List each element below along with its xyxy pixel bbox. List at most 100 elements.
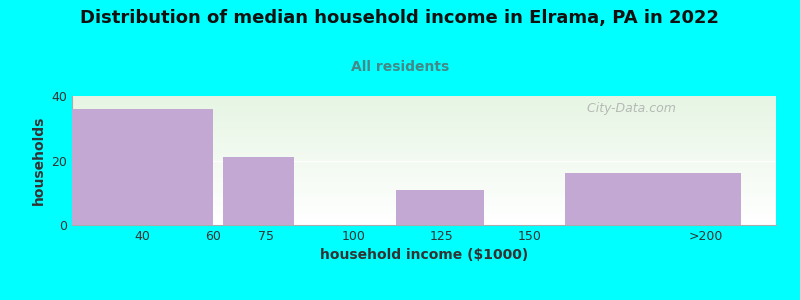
Bar	[72, 185, 776, 186]
Bar	[72, 102, 776, 103]
Bar	[72, 157, 776, 158]
Bar	[72, 213, 776, 214]
Bar	[72, 205, 776, 206]
Bar	[72, 222, 776, 223]
Bar	[72, 219, 776, 220]
Bar	[72, 177, 776, 178]
Bar	[72, 169, 776, 170]
Bar	[72, 103, 776, 104]
Bar	[72, 202, 776, 203]
Bar	[72, 111, 776, 112]
Bar	[223, 157, 294, 225]
Bar	[72, 150, 776, 151]
Text: All residents: All residents	[351, 60, 449, 74]
Bar	[72, 153, 776, 154]
Bar	[72, 187, 776, 188]
Bar	[72, 165, 776, 166]
Bar	[72, 128, 776, 129]
Bar	[72, 108, 776, 109]
Bar	[72, 155, 776, 156]
Bar	[72, 126, 776, 127]
Bar	[72, 117, 776, 118]
Bar	[72, 105, 776, 106]
Bar	[72, 181, 776, 182]
X-axis label: household income ($1000): household income ($1000)	[320, 248, 528, 262]
Bar	[72, 170, 776, 171]
Bar	[72, 197, 776, 198]
Bar	[72, 206, 776, 207]
Bar	[72, 146, 776, 147]
Bar	[72, 106, 776, 107]
Text: City-Data.com: City-Data.com	[579, 102, 676, 116]
Bar	[72, 171, 776, 172]
Bar	[72, 118, 776, 119]
Bar	[72, 163, 776, 164]
Bar	[72, 186, 776, 187]
Bar	[72, 173, 776, 174]
Bar	[72, 135, 776, 136]
Text: Distribution of median household income in Elrama, PA in 2022: Distribution of median household income …	[81, 9, 719, 27]
Bar	[72, 134, 776, 135]
Bar	[72, 113, 776, 114]
Bar	[72, 191, 776, 192]
Bar	[72, 220, 776, 221]
Bar	[72, 97, 776, 98]
Bar	[72, 137, 776, 138]
Bar	[72, 115, 776, 116]
Bar	[72, 141, 776, 142]
Bar	[72, 110, 776, 111]
Bar	[565, 173, 741, 225]
Bar	[72, 143, 776, 144]
Bar	[72, 136, 776, 137]
Bar	[72, 132, 776, 133]
Bar	[72, 130, 776, 131]
Bar	[72, 98, 776, 99]
Bar	[72, 161, 776, 162]
Bar	[72, 215, 776, 216]
Bar	[72, 120, 776, 121]
Bar	[72, 142, 776, 143]
Bar	[72, 131, 776, 132]
Bar	[72, 109, 213, 225]
Bar	[72, 100, 776, 101]
Bar	[72, 96, 776, 97]
Bar	[72, 214, 776, 215]
Bar	[72, 218, 776, 219]
Bar	[72, 138, 776, 139]
Bar	[72, 112, 776, 113]
Bar	[72, 195, 776, 196]
Bar	[72, 101, 776, 102]
Bar	[72, 149, 776, 150]
Bar	[72, 99, 776, 100]
Bar	[72, 147, 776, 148]
Bar	[72, 184, 776, 185]
Bar	[72, 199, 776, 200]
Bar	[72, 216, 776, 217]
Bar	[72, 217, 776, 218]
Bar	[72, 212, 776, 213]
Bar	[72, 200, 776, 201]
Bar	[72, 189, 776, 190]
Bar	[72, 175, 776, 176]
Bar	[72, 193, 776, 194]
Bar	[72, 194, 776, 195]
Bar	[72, 210, 776, 211]
Bar	[72, 144, 776, 145]
Bar	[72, 223, 776, 224]
Bar	[72, 182, 776, 183]
Bar	[72, 114, 776, 115]
Y-axis label: households: households	[32, 116, 46, 205]
Bar	[72, 151, 776, 152]
Bar	[72, 204, 776, 205]
Bar	[72, 139, 776, 140]
Bar	[72, 208, 776, 209]
Bar	[72, 152, 776, 153]
Bar	[72, 168, 776, 169]
Bar	[72, 174, 776, 175]
Bar	[72, 124, 776, 125]
Bar	[72, 203, 776, 204]
Bar	[72, 224, 776, 225]
Bar	[72, 178, 776, 179]
Bar	[72, 192, 776, 193]
Bar	[72, 129, 776, 130]
